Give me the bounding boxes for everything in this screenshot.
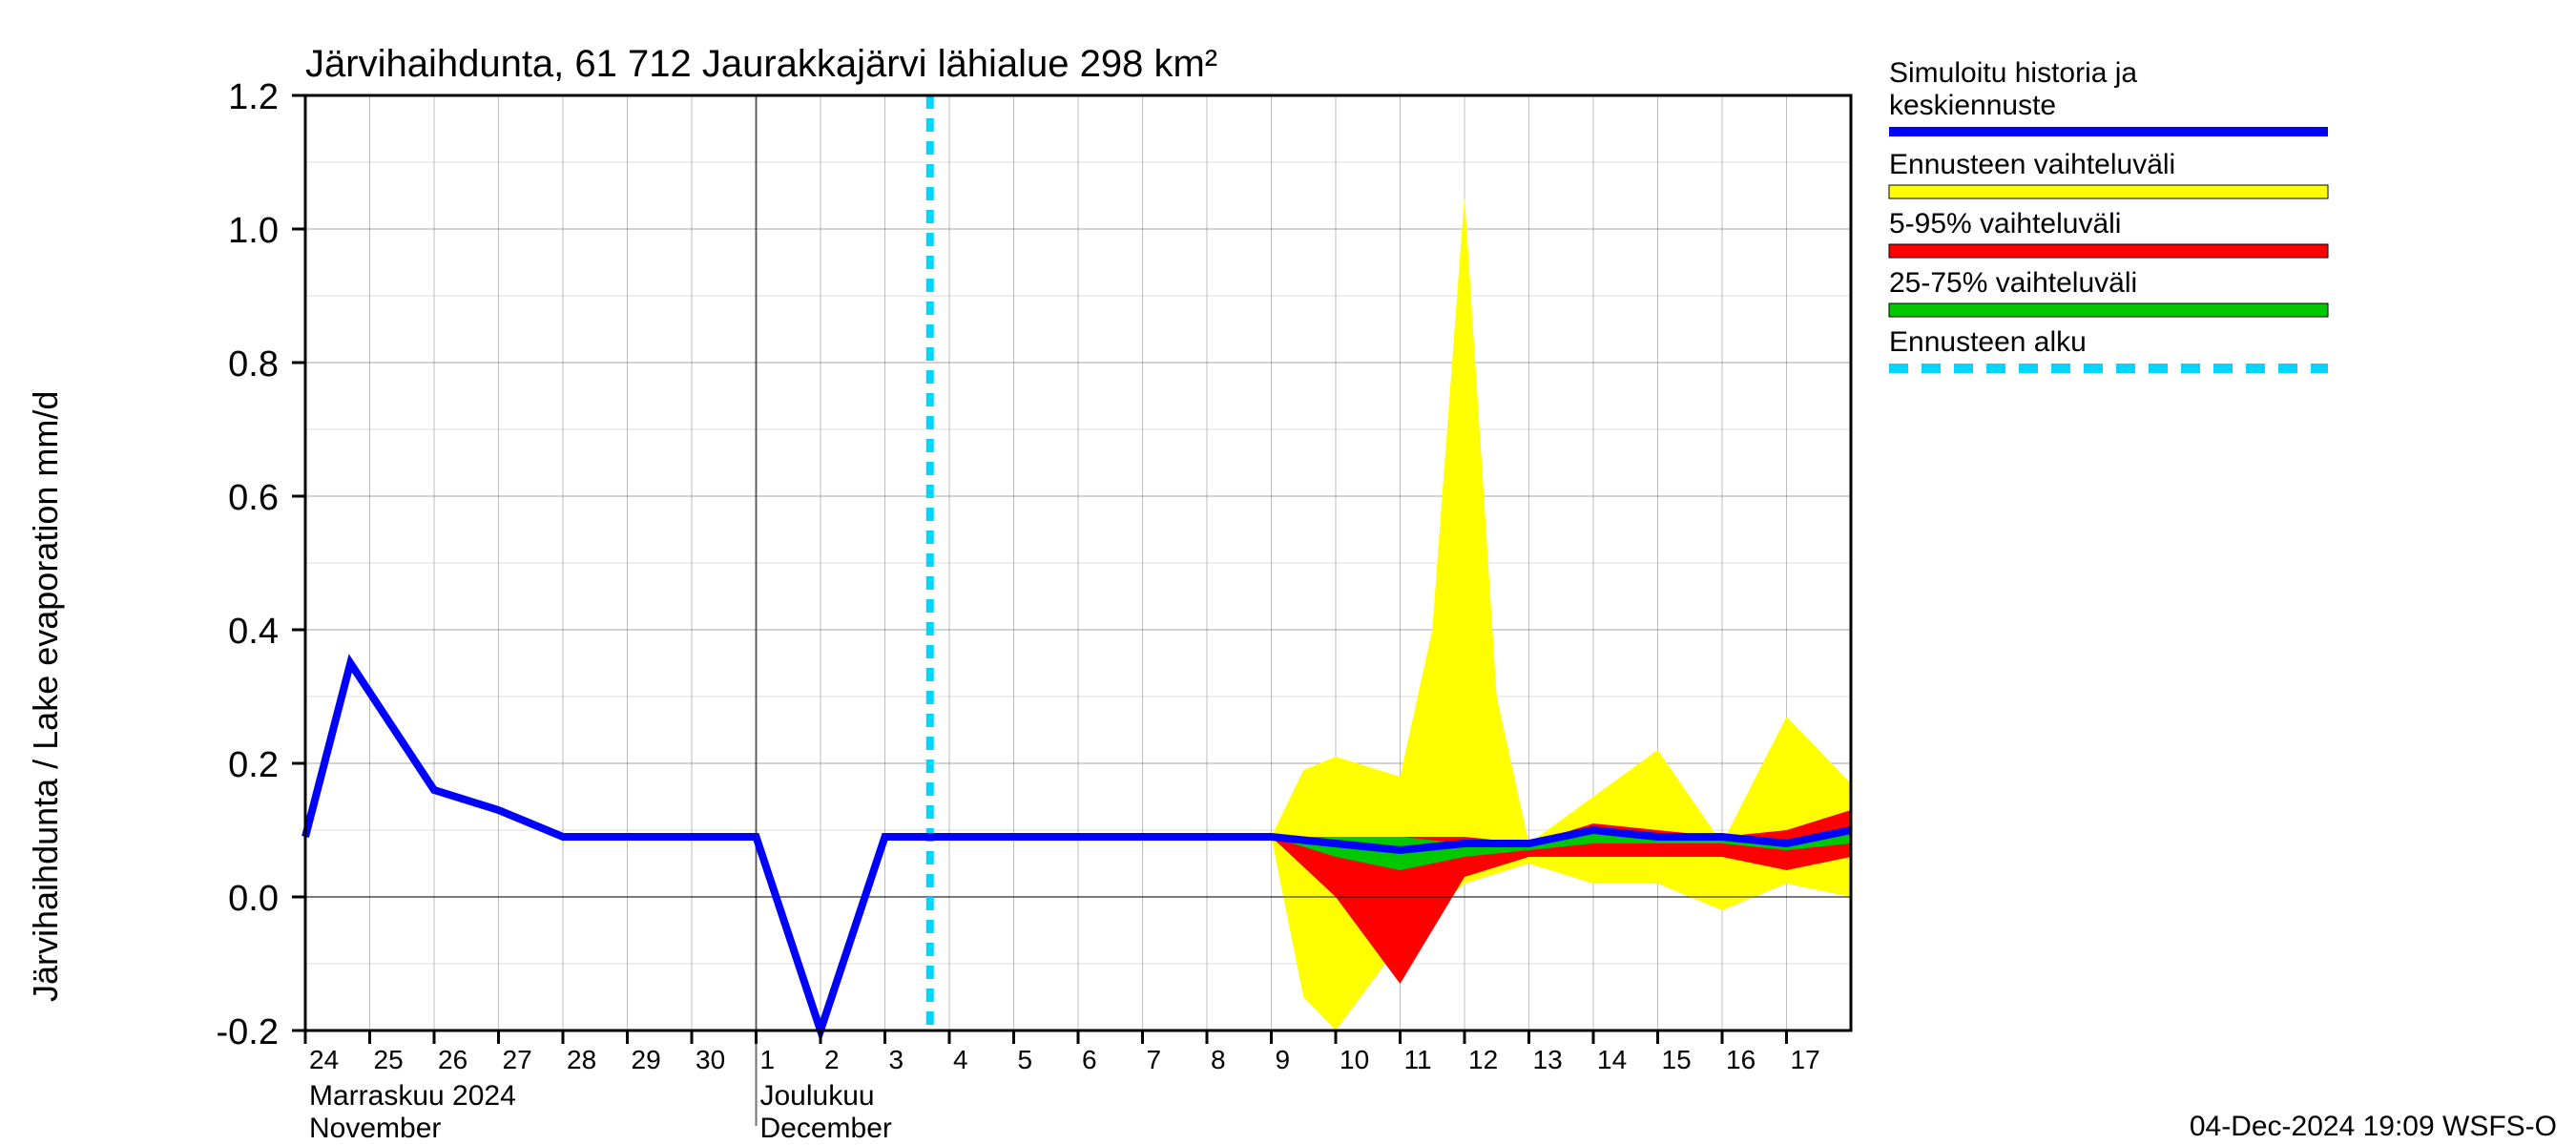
month-label-en: December [760, 1113, 892, 1144]
x-tick-label: 2 [824, 1045, 840, 1074]
x-tick-label: 15 [1662, 1045, 1692, 1074]
x-tick-label: 9 [1276, 1045, 1291, 1074]
x-tick-label: 12 [1468, 1045, 1498, 1074]
chart-title: Järvihaihdunta, 61 712 Jaurakkajärvi läh… [305, 43, 1217, 85]
x-tick-label: 24 [309, 1045, 339, 1074]
x-tick-label: 27 [503, 1045, 532, 1074]
y-tick-label: 0.0 [228, 879, 279, 919]
footer-timestamp: 04-Dec-2024 19:09 WSFS-O [2190, 1111, 2557, 1142]
x-tick-label: 4 [953, 1045, 968, 1074]
legend-swatch [1889, 303, 2328, 317]
y-tick-label: 0.4 [228, 612, 279, 652]
legend-label: Ennusteen vaihteluväli [1889, 149, 2175, 180]
x-tick-label: 5 [1018, 1045, 1033, 1074]
y-tick-label: 0.6 [228, 478, 279, 518]
evaporation-chart: -0.20.00.20.40.60.81.01.2242526272829301… [0, 0, 2576, 1145]
legend-label: 5-95% vaihteluväli [1889, 208, 2121, 239]
chart-container: -0.20.00.20.40.60.81.01.2242526272829301… [0, 0, 2576, 1145]
y-tick-label: 0.8 [228, 344, 279, 385]
x-tick-label: 7 [1147, 1045, 1162, 1074]
month-label: Marraskuu 2024 [309, 1080, 516, 1112]
chart-bg [0, 0, 2576, 1145]
y-tick-label: 0.2 [228, 745, 279, 785]
y-tick-label: 1.2 [228, 77, 279, 117]
legend-label: keskiennuste [1889, 90, 2056, 121]
legend-swatch [1889, 185, 2328, 198]
x-tick-label: 10 [1340, 1045, 1369, 1074]
legend-label: Simuloitu historia ja [1889, 57, 2137, 89]
x-tick-label: 28 [567, 1045, 596, 1074]
x-tick-label: 8 [1211, 1045, 1226, 1074]
month-label-en: November [309, 1113, 441, 1144]
x-tick-label: 1 [760, 1045, 776, 1074]
x-tick-label: 29 [632, 1045, 661, 1074]
x-tick-label: 25 [374, 1045, 404, 1074]
legend-swatch [1889, 244, 2328, 258]
x-tick-label: 6 [1082, 1045, 1097, 1074]
x-tick-label: 11 [1404, 1045, 1432, 1074]
x-tick-label: 30 [696, 1045, 725, 1074]
y-axis-label: Järvihaihdunta / Lake evaporation mm/d [26, 391, 65, 1002]
x-tick-label: 3 [889, 1045, 904, 1074]
x-tick-label: 13 [1533, 1045, 1563, 1074]
legend-label: Ennusteen alku [1889, 326, 2087, 358]
y-tick-label: 1.0 [228, 211, 279, 251]
x-tick-label: 17 [1791, 1045, 1820, 1074]
legend-label: 25-75% vaihteluväli [1889, 267, 2137, 299]
y-tick-label: -0.2 [217, 1012, 279, 1052]
x-tick-label: 16 [1726, 1045, 1755, 1074]
x-tick-label: 26 [438, 1045, 467, 1074]
x-tick-label: 14 [1597, 1045, 1627, 1074]
month-label: Joulukuu [760, 1080, 875, 1112]
